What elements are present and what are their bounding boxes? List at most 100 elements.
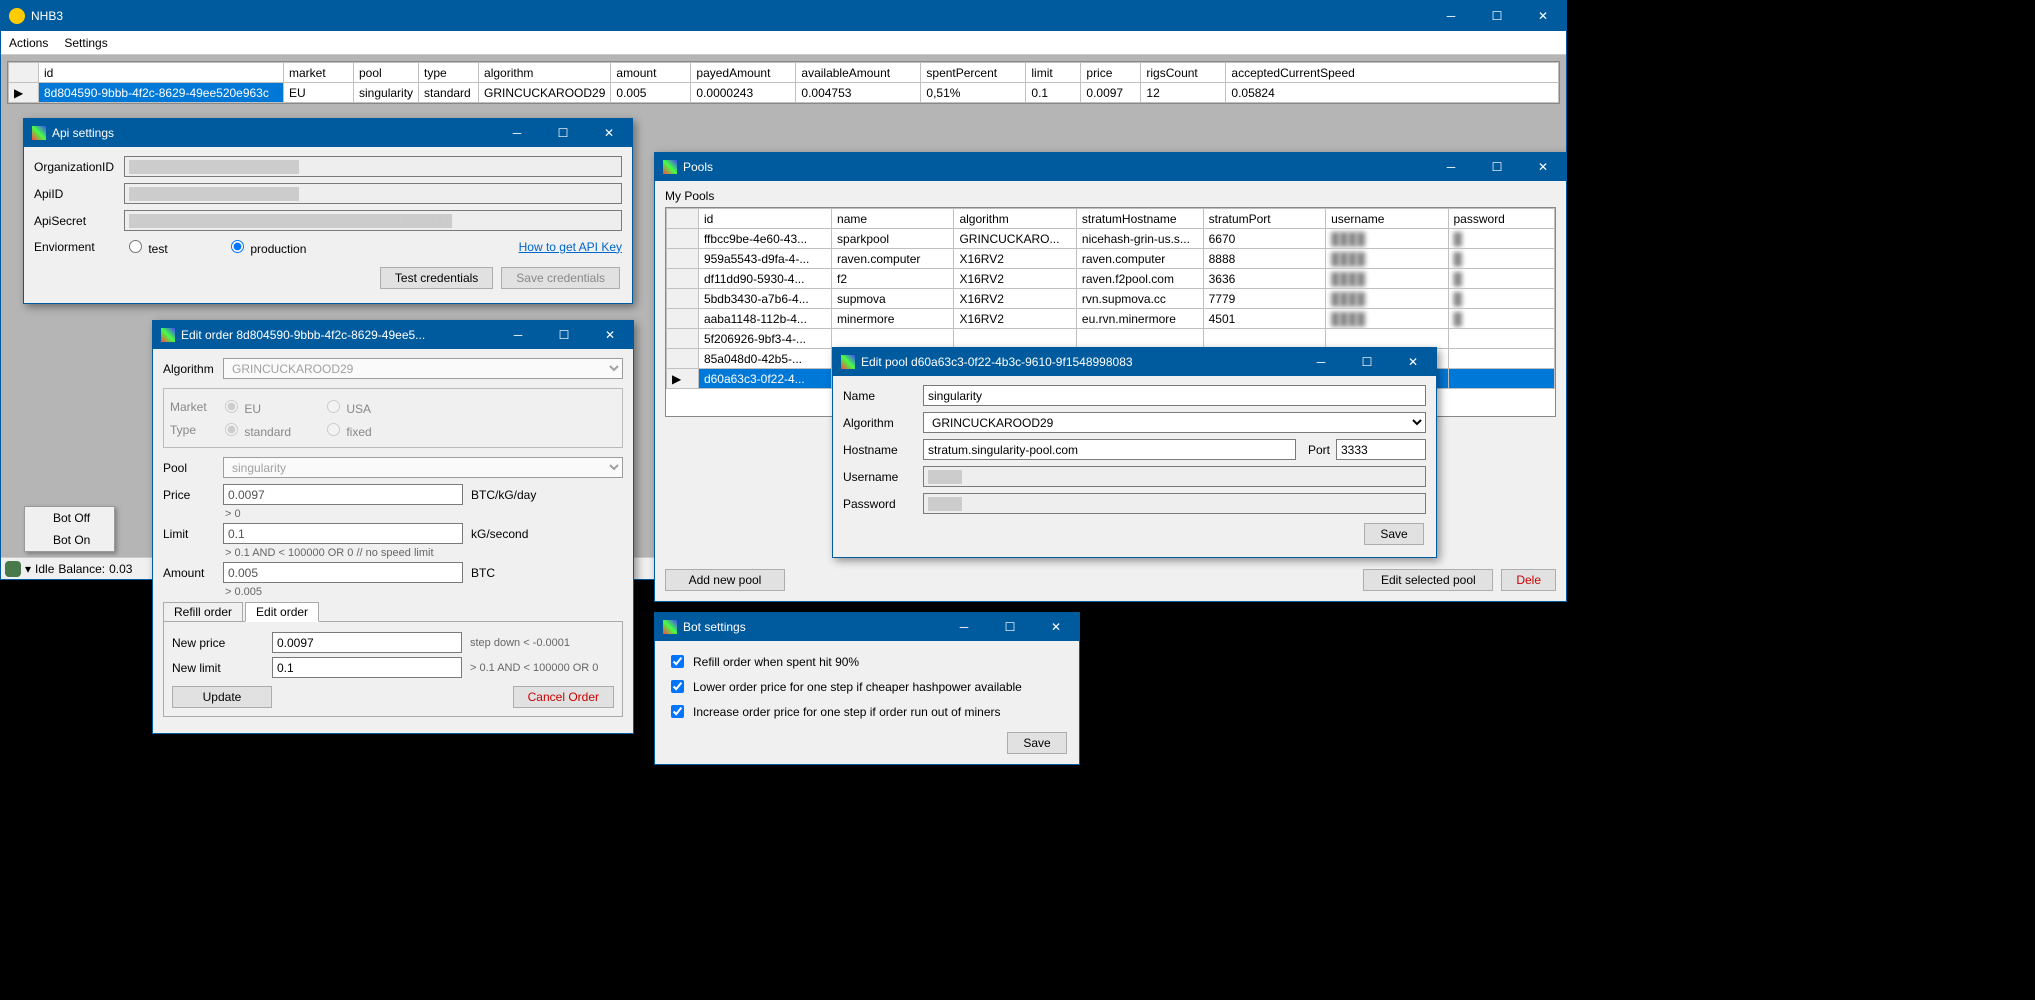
how-to-api-link[interactable]: How to get API Key (519, 240, 622, 254)
pool-row[interactable]: 5bdb3430-a7b6-4...supmovaX16RV2rvn.supmo… (667, 289, 1555, 309)
check-lower-box[interactable] (671, 680, 684, 693)
env-production-radio[interactable]: production (226, 237, 316, 256)
pool-col-stratumPort[interactable]: stratumPort (1203, 209, 1325, 229)
api-secret-input[interactable] (124, 210, 622, 231)
cell-market[interactable]: EU (284, 83, 354, 103)
tab-refill[interactable]: Refill order (163, 602, 243, 621)
update-button[interactable]: Update (172, 686, 272, 708)
pool-row[interactable]: df11dd90-5930-4...f2X16RV2raven.f2pool.c… (667, 269, 1555, 289)
editorder-maximize-button[interactable]: ☐ (541, 320, 587, 350)
pool-select[interactable]: singularity (223, 457, 623, 478)
cell-spentpercent[interactable]: 0,51% (921, 83, 1026, 103)
cell-amount[interactable]: 0.005 (611, 83, 691, 103)
org-id-input[interactable] (124, 156, 622, 177)
cell-rigscount[interactable]: 12 (1141, 83, 1226, 103)
col-id[interactable]: id (39, 63, 284, 83)
orders-row[interactable]: ▶ 8d804590-9bbb-4f2c-8629-49ee520e963c E… (9, 83, 1559, 103)
env-test-radio[interactable]: test (124, 237, 214, 256)
check-increase-box[interactable] (671, 705, 684, 718)
col-availableamount[interactable]: availableAmount (796, 63, 921, 83)
pools-titlebar[interactable]: Pools ─ ☐ ✕ (655, 153, 1566, 181)
api-maximize-button[interactable]: ☐ (540, 118, 586, 148)
bot-dropdown-icon[interactable]: ▾ (25, 562, 31, 576)
col-market[interactable]: market (284, 63, 354, 83)
api-id-input[interactable] (124, 183, 622, 204)
pools-minimize-button[interactable]: ─ (1428, 152, 1474, 182)
pool-col-algorithm[interactable]: algorithm (954, 209, 1076, 229)
cell-pool[interactable]: singularity (354, 83, 419, 103)
pool-col-stratumHostname[interactable]: stratumHostname (1076, 209, 1203, 229)
new-limit-input[interactable] (272, 657, 462, 678)
col-spentpercent[interactable]: spentPercent (921, 63, 1026, 83)
pool-name-input[interactable] (923, 385, 1426, 406)
minimize-button[interactable]: ─ (1428, 1, 1474, 31)
menu-bot-on[interactable]: Bot On (25, 529, 114, 551)
editpool-maximize-button[interactable]: ☐ (1344, 347, 1390, 377)
pool-hostname-input[interactable] (923, 439, 1296, 460)
pool-row[interactable]: ffbcc9be-4e60-43...sparkpoolGRINCUCKARO.… (667, 229, 1555, 249)
pool-col-password[interactable]: password (1448, 209, 1555, 229)
bot-save-button[interactable]: Save (1007, 732, 1067, 754)
api-settings-titlebar[interactable]: Api settings ─ ☐ ✕ (24, 119, 632, 147)
save-credentials-button[interactable]: Save credentials (501, 267, 620, 289)
pool-col-name[interactable]: name (832, 209, 954, 229)
bot-settings-titlebar[interactable]: Bot settings ─ ☐ ✕ (655, 613, 1079, 641)
editpool-close-button[interactable]: ✕ (1390, 347, 1436, 377)
bot-minimize-button[interactable]: ─ (941, 612, 987, 642)
cell-limit[interactable]: 0.1 (1026, 83, 1081, 103)
pool-algorithm-select[interactable]: GRINCUCKAROOD29 (923, 412, 1426, 433)
cell-acceptedspeed[interactable]: 0.05824 (1226, 83, 1559, 103)
cell-algorithm[interactable]: GRINCUCKAROOD29 (479, 83, 611, 103)
cell-type[interactable]: standard (419, 83, 479, 103)
close-button[interactable]: ✕ (1520, 1, 1566, 31)
col-amount[interactable]: amount (611, 63, 691, 83)
col-limit[interactable]: limit (1026, 63, 1081, 83)
orders-table[interactable]: id market pool type algorithm amount pay… (7, 61, 1560, 104)
edit-order-titlebar[interactable]: Edit order 8d804590-9bbb-4f2c-8629-49ee5… (153, 321, 633, 349)
pool-row[interactable]: 959a5543-d9fa-4-...raven.computerX16RV2r… (667, 249, 1555, 269)
col-pool[interactable]: pool (354, 63, 419, 83)
test-credentials-button[interactable]: Test credentials (380, 267, 493, 289)
pool-port-input[interactable] (1336, 439, 1426, 460)
editorder-close-button[interactable]: ✕ (587, 320, 633, 350)
col-rigscount[interactable]: rigsCount (1141, 63, 1226, 83)
pool-username-input[interactable] (923, 466, 1426, 487)
pool-save-button[interactable]: Save (1364, 523, 1424, 545)
bot-close-button[interactable]: ✕ (1033, 612, 1079, 642)
pool-col-id[interactable]: id (698, 209, 831, 229)
col-algorithm[interactable]: algorithm (479, 63, 611, 83)
cell-id[interactable]: 8d804590-9bbb-4f2c-8629-49ee520e963c (39, 83, 284, 103)
pools-close-button[interactable]: ✕ (1520, 152, 1566, 182)
col-type[interactable]: type (419, 63, 479, 83)
maximize-button[interactable]: ☐ (1474, 1, 1520, 31)
cell-payedamount[interactable]: 0.0000243 (691, 83, 796, 103)
col-acceptedspeed[interactable]: acceptedCurrentSpeed (1226, 63, 1559, 83)
editorder-minimize-button[interactable]: ─ (495, 320, 541, 350)
add-pool-button[interactable]: Add new pool (665, 569, 785, 591)
check-refill[interactable]: Refill order when spent hit 90% (655, 649, 1079, 674)
pool-row[interactable]: aaba1148-112b-4...minermoreX16RV2eu.rvn.… (667, 309, 1555, 329)
check-increase[interactable]: Increase order price for one step if ord… (655, 699, 1079, 724)
algorithm-select[interactable]: GRINCUCKAROOD29 (223, 358, 623, 379)
pool-row[interactable]: 5f206926-9bf3-4-... (667, 329, 1555, 349)
menu-actions[interactable]: Actions (9, 36, 48, 50)
edit-pool-button[interactable]: Edit selected pool (1363, 569, 1493, 591)
delete-pool-button[interactable]: Dele (1501, 569, 1556, 591)
editpool-minimize-button[interactable]: ─ (1298, 347, 1344, 377)
cell-price[interactable]: 0.0097 (1081, 83, 1141, 103)
tab-edit[interactable]: Edit order (245, 602, 319, 622)
pool-col-username[interactable]: username (1326, 209, 1448, 229)
bot-icon[interactable] (5, 561, 21, 577)
edit-pool-titlebar[interactable]: Edit pool d60a63c3-0f22-4b3c-9610-9f1548… (833, 348, 1436, 376)
col-price[interactable]: price (1081, 63, 1141, 83)
api-minimize-button[interactable]: ─ (494, 118, 540, 148)
menu-bot-off[interactable]: Bot Off (25, 507, 114, 529)
bot-maximize-button[interactable]: ☐ (987, 612, 1033, 642)
pools-maximize-button[interactable]: ☐ (1474, 152, 1520, 182)
col-payedamount[interactable]: payedAmount (691, 63, 796, 83)
check-lower[interactable]: Lower order price for one step if cheape… (655, 674, 1079, 699)
new-price-input[interactable] (272, 632, 462, 653)
cancel-order-button[interactable]: Cancel Order (513, 686, 614, 708)
cell-availableamount[interactable]: 0.004753 (796, 83, 921, 103)
api-close-button[interactable]: ✕ (586, 118, 632, 148)
